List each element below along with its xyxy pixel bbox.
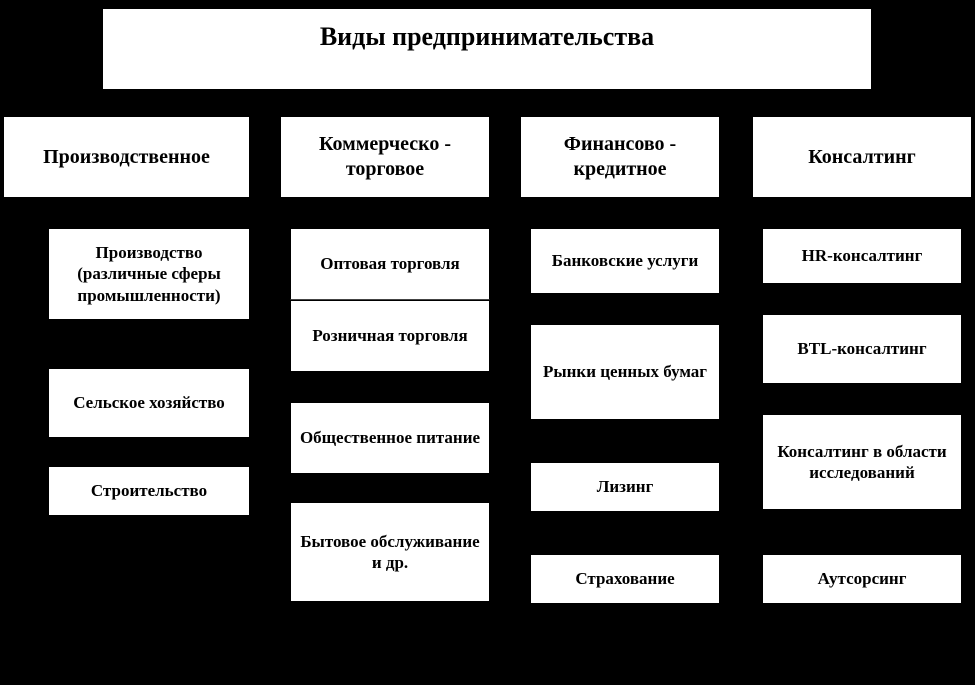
category-commerce: Коммерческо - торговое <box>280 116 490 198</box>
fin-item-insurance: Страхование <box>530 554 720 604</box>
cons-item-outsourcing: Аутсорсинг <box>762 554 962 604</box>
comm-item-wholesale: Оптовая торговля <box>290 228 490 300</box>
category-consulting: Консалтинг <box>752 116 972 198</box>
prod-item-agriculture: Сельское хозяйство <box>48 368 250 438</box>
comm-item-catering: Общественное питание <box>290 402 490 474</box>
comm-item-retail: Розничная торговля <box>290 300 490 372</box>
cons-item-hr: HR-консалтинг <box>762 228 962 284</box>
fin-item-leasing: Лизинг <box>530 462 720 512</box>
category-finance: Финансово - кредитное <box>520 116 720 198</box>
comm-item-services: Бытовое обслуживание и др. <box>290 502 490 602</box>
prod-item-construction: Строительство <box>48 466 250 516</box>
cons-item-research: Консалтинг в области исследований <box>762 414 962 510</box>
diagram-title: Виды предпринимательства <box>102 8 872 90</box>
fin-item-banking: Банковские услуги <box>530 228 720 294</box>
prod-item-manufacturing: Производство (различные сферы промышленн… <box>48 228 250 320</box>
fin-item-securities: Рынки ценных бумаг <box>530 324 720 420</box>
cons-item-btl: BTL-консалтинг <box>762 314 962 384</box>
category-production: Производственное <box>3 116 250 198</box>
